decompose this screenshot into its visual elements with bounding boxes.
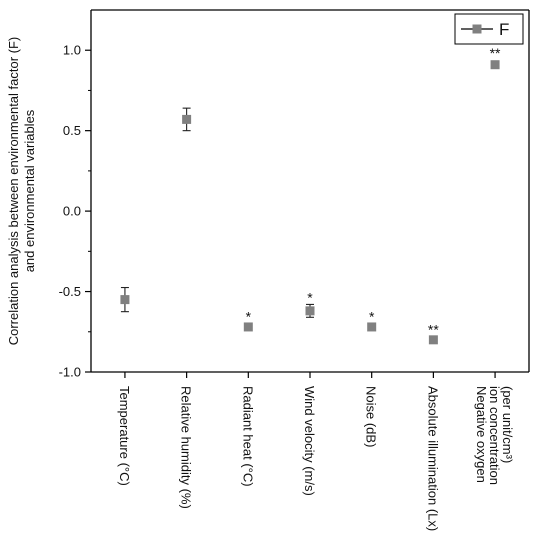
x-category-label: ion concentration	[487, 386, 502, 485]
data-point	[243, 322, 253, 332]
significance-marker: *	[307, 289, 313, 305]
legend-label: F	[499, 20, 509, 39]
x-category-label: Absolute illumination (Lx)	[425, 386, 440, 531]
data-point	[182, 114, 192, 124]
y-axis-title: Correlation analysis between environment…	[6, 37, 37, 346]
y-tick-label: 1.0	[63, 43, 81, 58]
significance-marker: *	[369, 309, 375, 325]
y-axis-title-line: and environmental variables	[22, 109, 37, 272]
significance-marker: **	[490, 45, 501, 61]
legend-marker	[472, 24, 482, 34]
chart-legend: F	[454, 13, 524, 45]
y-tick-label: -0.5	[59, 284, 81, 299]
x-category-label: Radiant heat (°C)	[240, 386, 255, 487]
significance-marker: **	[428, 322, 439, 338]
data-point	[367, 322, 377, 332]
plot-axes	[90, 9, 530, 373]
x-axis-categories: Temperature (°C) Relative humidity (%) Rad…	[117, 372, 515, 531]
data-point	[305, 306, 315, 316]
data-point	[428, 335, 438, 345]
x-category-label: Negative oxygen	[474, 386, 489, 483]
y-tick-label: 0.5	[63, 123, 81, 138]
y-axis-title-line: Correlation analysis between environment…	[6, 37, 21, 346]
significance-marker: *	[246, 309, 252, 325]
y-tick-label: -1.0	[59, 365, 81, 380]
x-category-label: Noise (dB)	[364, 386, 379, 447]
data-points: *******	[120, 45, 501, 345]
x-category-label: Wind velocity (m/s)	[302, 386, 317, 496]
x-category-label: Relative humidity (%)	[179, 386, 194, 509]
x-category-label: Temperature (°C)	[117, 386, 132, 486]
data-point	[120, 295, 130, 305]
y-tick-label: 0.0	[63, 204, 81, 219]
y-axis-ticks: 1.0 0.5 0.0 -0.5 -1.0	[59, 43, 91, 380]
x-category-label: (per unit/cm³)	[500, 386, 515, 463]
data-point	[490, 60, 500, 70]
